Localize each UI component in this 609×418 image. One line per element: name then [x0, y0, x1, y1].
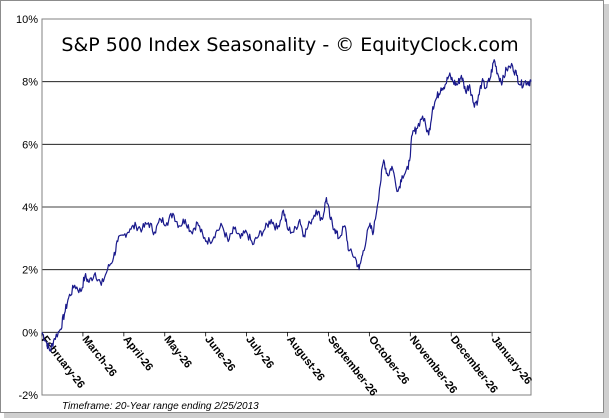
- y-tick-label: 8%: [22, 77, 38, 89]
- y-tick-label: 4%: [22, 202, 38, 214]
- x-tick-label: July-26: [243, 334, 276, 371]
- x-tick-label: May-26: [161, 334, 193, 371]
- y-tick-label: 6%: [22, 139, 38, 151]
- x-tick-label: March-26: [80, 334, 119, 379]
- frame-shadow-bottom: [4, 413, 609, 418]
- x-tick-label: June-26: [202, 334, 237, 374]
- y-tick-label: 2%: [22, 265, 38, 277]
- chart-frame: [0, 0, 604, 413]
- y-tick-label: 10%: [16, 14, 38, 26]
- y-tick-label: 0%: [22, 327, 38, 339]
- frame-shadow-right: [604, 4, 609, 418]
- y-axis-ticks: -2% 0% 2% 4% 6% 8% 10%: [16, 14, 38, 402]
- x-tick-label: October-26: [366, 334, 411, 387]
- grid-lines: [42, 81, 531, 333]
- x-tick-label: April-26: [120, 334, 155, 374]
- x-tick-label: August-26: [284, 334, 327, 384]
- x-tick-label: January-26: [489, 334, 534, 387]
- chart-footnote: Timeframe: 20-Year range ending 2/25/201…: [62, 401, 259, 412]
- y-tick-label: -2%: [18, 390, 38, 402]
- plot-area-border: [41, 18, 532, 396]
- series-line: [41, 59, 532, 352]
- chart-title: S&P 500 Index Seasonality - © EquityCloc…: [61, 34, 518, 56]
